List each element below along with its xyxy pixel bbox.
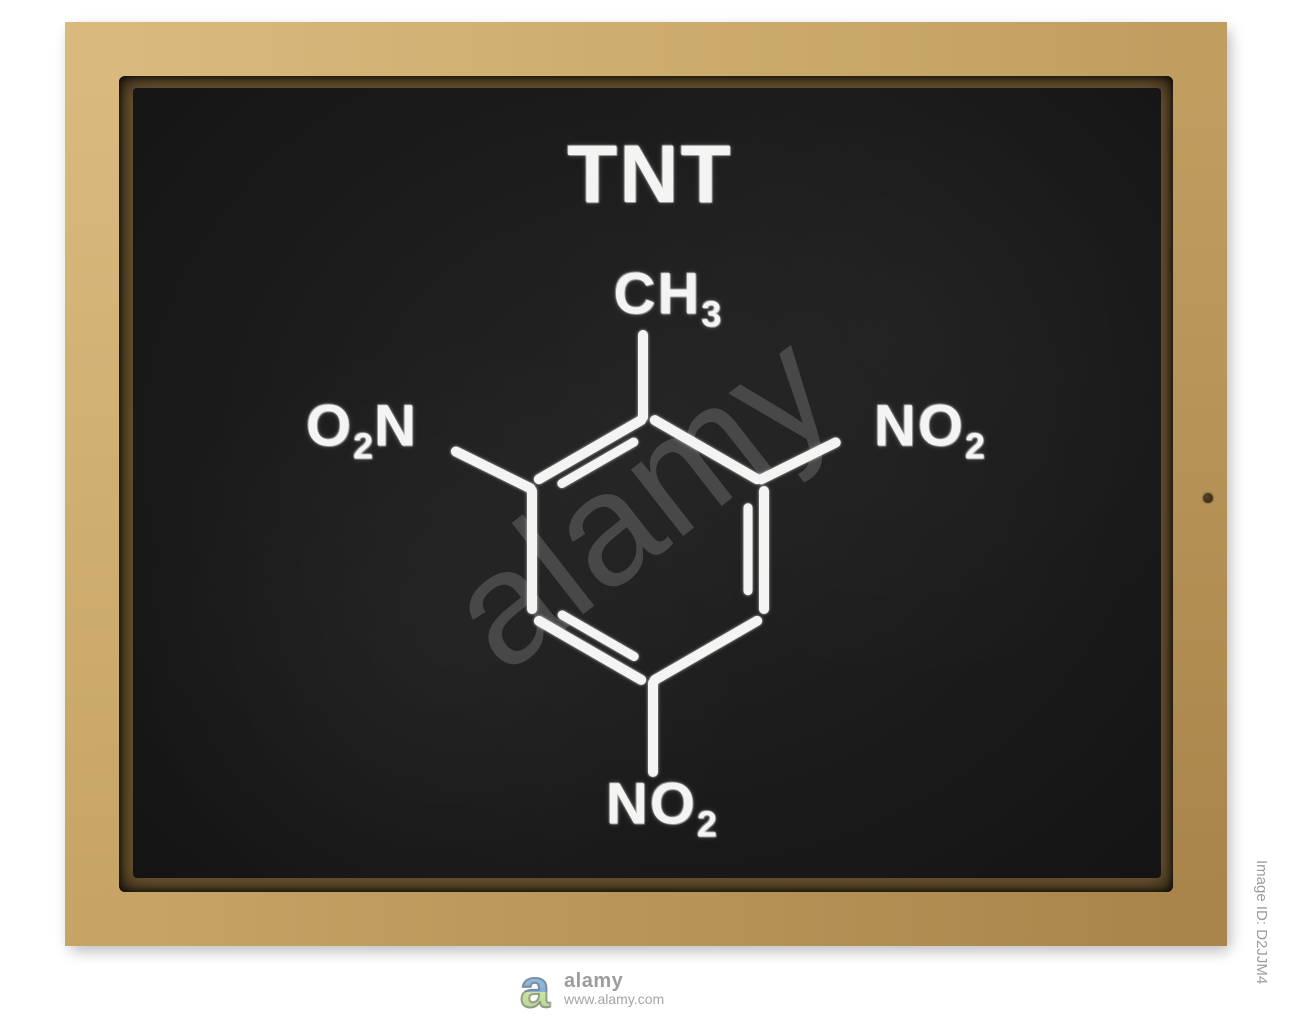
frame-nail xyxy=(1203,493,1213,503)
watermark-logo-icon: a xyxy=(520,962,550,1016)
watermark-url: www.alamy.com xyxy=(564,992,664,1007)
stage: alamy TNT CH3 NO2 O2N NO2 a alamy www.alamy… xyxy=(0,0,1300,1029)
bond-stroke xyxy=(648,678,658,777)
molecule-title: TNT xyxy=(567,128,732,222)
watermark-bottom: a alamy www.alamy.com xyxy=(520,962,664,1016)
watermark-brand: alamy xyxy=(564,971,664,992)
bond-stroke xyxy=(744,503,753,595)
bond-stroke xyxy=(638,330,648,422)
group-label-no2_l: O2N xyxy=(306,393,418,468)
watermark-image-id: Image ID: D2JJM4 xyxy=(1253,860,1270,984)
group-label-no2_b: NO2 xyxy=(606,771,718,846)
group-label-ch3: CH3 xyxy=(614,261,723,336)
group-label-no2_r: NO2 xyxy=(874,393,986,468)
bond-stroke xyxy=(527,486,537,614)
bond-stroke xyxy=(759,486,769,614)
